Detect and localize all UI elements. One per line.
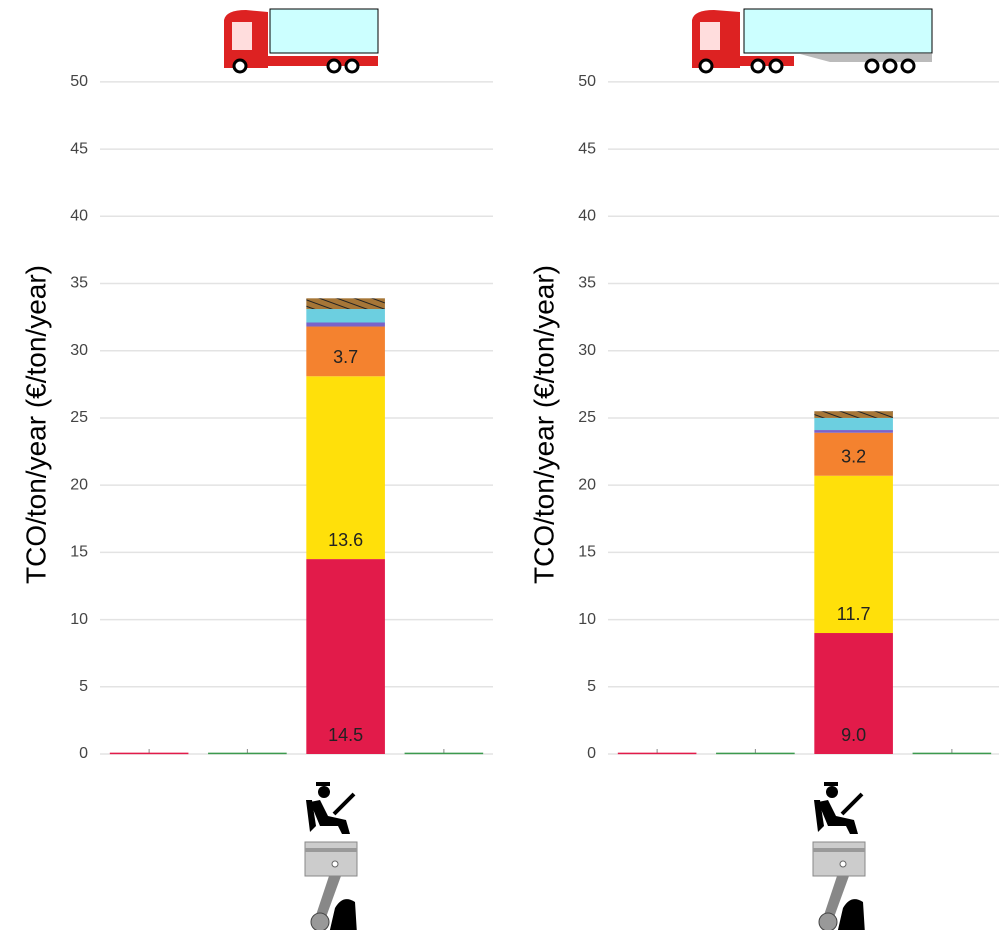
bar-segment	[109, 752, 189, 755]
bar-segment	[814, 417, 893, 431]
bar-segment	[814, 475, 893, 634]
y-tick-label: 35	[70, 275, 88, 292]
bar-segment	[814, 633, 893, 754]
bar-segment	[306, 326, 385, 377]
y-tick-label: 25	[578, 409, 596, 426]
y-tick-label: 50	[578, 73, 596, 90]
bar-segment	[306, 559, 385, 754]
value-label: 9.0	[841, 725, 866, 745]
y-tick-label: 50	[70, 73, 88, 90]
value-label: 3.7	[333, 347, 358, 367]
y-tick-label: 5	[79, 678, 88, 695]
y-tick-label: 0	[79, 745, 88, 762]
value-label: 13.6	[328, 530, 363, 550]
driver-icon	[812, 780, 864, 836]
y-tick-label: 40	[578, 208, 596, 225]
bar-segment	[716, 752, 795, 755]
engine-icon	[304, 841, 358, 930]
y-tick-label: 20	[578, 476, 596, 493]
y-tick-label: 0	[587, 745, 596, 762]
engine-icon	[812, 841, 866, 930]
y-tick-label: 20	[70, 476, 88, 493]
truck-trailer-icon	[692, 8, 933, 74]
y-axis-label: TCO/ton/year (€/ton/year)	[20, 265, 51, 584]
bar-segment	[208, 752, 287, 755]
y-tick-label: 10	[70, 611, 88, 628]
bar-segment	[912, 752, 992, 755]
value-label: 3.2	[841, 446, 866, 466]
bar-segment	[814, 432, 893, 476]
y-tick-label: 25	[70, 409, 88, 426]
y-tick-label: 30	[578, 342, 596, 359]
bar-segment	[306, 309, 385, 323]
y-tick-label: 40	[70, 208, 88, 225]
y-tick-label: 30	[70, 342, 88, 359]
y-tick-label: 35	[578, 275, 596, 292]
bar-segment	[306, 376, 385, 560]
y-tick-label: 15	[578, 544, 596, 561]
bar-segment	[306, 322, 385, 327]
y-tick-label: 10	[578, 611, 596, 628]
bar-segment	[306, 298, 385, 310]
value-label: 11.7	[837, 604, 871, 624]
y-tick-label: 15	[70, 544, 88, 561]
value-label: 14.5	[328, 725, 363, 745]
bar-segment	[814, 430, 893, 433]
bar-segment	[404, 752, 484, 755]
bar-segment	[617, 752, 697, 755]
bar-segment	[814, 411, 893, 418]
y-tick-label: 5	[587, 678, 596, 695]
truck-icon	[224, 8, 379, 74]
y-axis-label: TCO/ton/year (€/ton/year)	[528, 265, 559, 584]
driver-icon	[304, 780, 356, 836]
y-tick-label: 45	[70, 140, 88, 157]
y-tick-label: 45	[578, 140, 596, 157]
